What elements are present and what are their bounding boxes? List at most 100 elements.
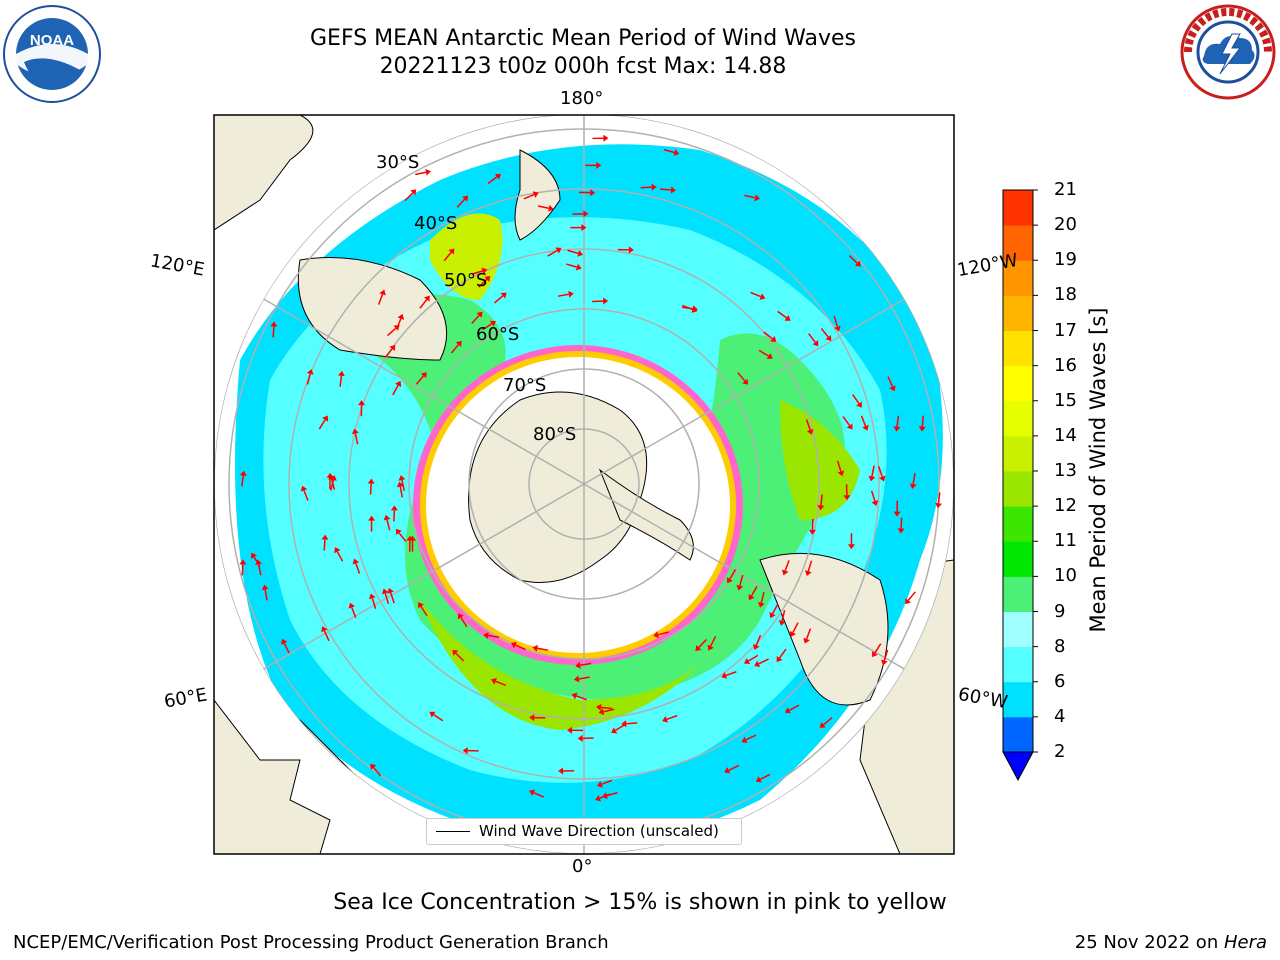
wave-direction-arrow-head (673, 149, 680, 156)
wave-direction-arrow-head (425, 168, 431, 176)
wave-direction-arrow-head (897, 528, 905, 534)
wave-direction-arrow (573, 675, 590, 683)
wave-direction-arrow-head (529, 789, 536, 796)
colorbar-tick-label: 8 (1054, 635, 1066, 657)
wave-direction-arrow-head (601, 792, 608, 800)
wave-direction-arrow (321, 626, 330, 642)
colorbar-tick-label: 9 (1054, 600, 1066, 622)
wave-direction-arrow-head (834, 325, 841, 332)
wave-direction-arrow (784, 704, 800, 714)
wave-direction-arrow-head (300, 485, 308, 492)
wave-direction-arrow-head (420, 372, 427, 379)
wave-direction-arrow (529, 714, 546, 722)
wave-direction-arrow (662, 714, 678, 723)
wave-direction-arrow-shaft (495, 680, 507, 687)
wave-direction-arrow-shaft (744, 194, 756, 199)
colorbar-tick-label: 20 (1054, 214, 1077, 236)
wave-direction-arrow-head (893, 511, 901, 517)
wave-direction-arrow (744, 194, 761, 202)
colorbar-tick-label: 21 (1054, 179, 1077, 200)
wave-direction-arrow-shaft (354, 433, 359, 445)
wave-direction-arrow-shaft (567, 249, 579, 255)
colorbar-tick-label: 6 (1054, 670, 1066, 692)
wave-direction-arrow (755, 773, 771, 783)
wave-direction-arrow-head (789, 630, 797, 637)
wave-direction-arrow-shaft (392, 384, 399, 396)
land-corner-tl (214, 115, 314, 231)
wave-direction-arrow (897, 517, 905, 534)
wave-direction-arrow-head (352, 558, 360, 565)
wave-direction-arrow-head (757, 601, 765, 608)
wave-direction-arrow-head (396, 481, 404, 488)
wave-direction-arrow (819, 717, 833, 728)
wave-direction-arrow-head (575, 263, 582, 271)
wave-direction-arrow-shaft (887, 376, 894, 388)
wave-direction-arrow-head (776, 656, 783, 663)
wave-direction-arrow (415, 168, 431, 176)
colorbar-tick-label: 19 (1054, 249, 1077, 271)
wave-direction-arrow-shaft (755, 634, 762, 646)
lon-line-1 (263, 298, 585, 485)
wave-direction-arrow-shaft (318, 419, 326, 430)
wave-direction-arrow (370, 763, 382, 777)
colorbar-segment (1003, 330, 1033, 367)
wave-direction-arrow (334, 547, 344, 562)
wave-direction-arrow-shaft (443, 251, 452, 262)
wave-direction-arrow (377, 289, 386, 305)
wave-direction-arrow (404, 189, 417, 202)
wave-direction-arrow (881, 649, 889, 666)
wave-region-yellow (430, 213, 503, 300)
wave-direction-arrow-head (381, 588, 389, 595)
wave-direction-arrow-head (337, 370, 345, 377)
wave-direction-arrow-shaft (896, 415, 900, 427)
wave-direction-arrow (660, 186, 677, 194)
footer-host: Hera (1223, 932, 1267, 953)
wave-direction-arrow-head (603, 297, 609, 305)
wave-direction-arrow-shaft (657, 631, 670, 636)
wave-direction-arrow (585, 161, 602, 169)
wave-region-yellowgreen (420, 600, 720, 730)
wave-direction-arrow (805, 419, 814, 435)
wave-direction-arrow-head (306, 369, 314, 375)
wave-direction-arrow-shaft (615, 724, 626, 731)
wave-direction-arrow-shaft (515, 644, 526, 651)
wave-direction-arrow (887, 376, 896, 392)
wave-direction-arrow (579, 189, 596, 197)
wave-direction-arrow-shaft (557, 293, 569, 297)
wave-direction-arrow-shaft (488, 634, 500, 638)
wave-direction-arrow-shaft (820, 327, 829, 338)
wave-direction-arrow-head (603, 134, 609, 142)
wave-direction-arrow-head (261, 584, 269, 591)
wave-direction-arrow (326, 472, 334, 489)
wave-direction-arrow-head (804, 570, 812, 576)
wave-direction-arrow-head (457, 613, 464, 620)
wave-direction-arrow-shaft (725, 671, 737, 677)
colorbar-segment (1003, 365, 1033, 402)
wave-direction-arrow (848, 255, 861, 267)
wave-direction-arrow (695, 639, 707, 652)
wave-direction-arrow-shaft (537, 647, 549, 651)
wave-direction-arrow-head (529, 714, 535, 722)
wave-direction-arrow-shaft (900, 517, 903, 529)
wave-direction-arrow (777, 310, 791, 321)
wave-direction-arrow-head (881, 659, 888, 666)
wave-direction-arrow-head (577, 734, 583, 742)
land-corner-bl (214, 699, 331, 854)
wave-direction-arrow-head (621, 720, 627, 728)
wave-direction-arrow-shaft (264, 589, 268, 601)
wave-direction-arrow-head (452, 649, 459, 656)
wave-direction-arrow-head (379, 289, 386, 296)
wave-direction-arrow-head (846, 423, 853, 430)
wave-direction-arrow (491, 678, 507, 687)
wave-direction-arrow-head (868, 475, 876, 482)
wave-direction-arrow-shaft (377, 294, 384, 305)
wave-direction-arrow-shaft (877, 466, 883, 477)
wave-direction-arrow-head (398, 475, 406, 481)
legend-label: Wind Wave Direction (unscaled) (479, 822, 719, 840)
colorbar-tick-label: 18 (1054, 284, 1077, 306)
wave-direction-arrow (596, 703, 613, 711)
wave-direction-arrow-head (918, 426, 926, 432)
footer-date-text: 25 Nov 2022 on (1074, 932, 1224, 953)
wave-direction-arrow (852, 394, 862, 408)
wave-direction-arrow-shaft (921, 415, 925, 427)
